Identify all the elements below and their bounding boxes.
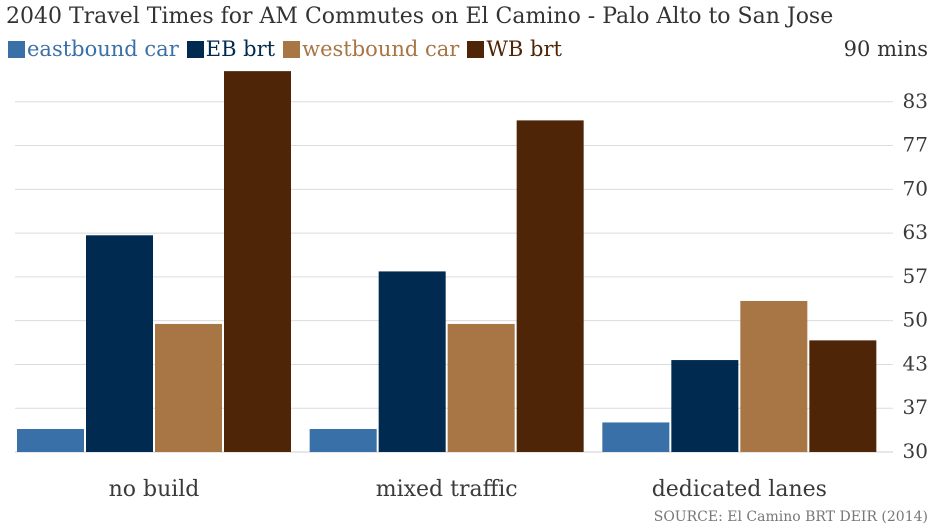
bar-mixed-traffic-wb-brt	[516, 120, 584, 452]
y-tick-label: 30	[903, 439, 928, 463]
legend-label-eb-brt: EB brt	[205, 37, 276, 61]
y-tick-label: 83	[903, 89, 928, 113]
bar-dedicated-lanes-wb-brt	[809, 340, 877, 452]
bar-no-build-westbound-car	[155, 323, 222, 452]
x-tick-label: dedicated lanes	[652, 477, 827, 502]
y-axis-unit-label: 90 mins	[843, 37, 928, 61]
legend: eastbound car EB brt westbound car WB br…	[8, 36, 570, 62]
bar-dedicated-lanes-westbound-car	[740, 300, 808, 452]
bar-mixed-traffic-eastbound-car	[309, 429, 377, 452]
bar-no-build-eb-brt	[86, 235, 153, 452]
y-tick-label: 77	[903, 133, 928, 157]
legend-item-eb-brt: EB brt	[186, 36, 276, 62]
legend-swatch-eb-brt	[186, 40, 204, 58]
legend-label-westbound-car: westbound car	[302, 37, 460, 61]
legend-item-eastbound-car: eastbound car	[8, 36, 179, 62]
x-tick-label: mixed traffic	[376, 477, 518, 502]
legend-swatch-eastbound-car	[8, 40, 25, 58]
chart-title: 2040 Travel Times for AM Commutes on El …	[6, 4, 834, 29]
bar-no-build-eastbound-car	[17, 429, 84, 452]
y-tick-label: 50	[903, 308, 928, 332]
legend-item-wb-brt: WB brt	[467, 36, 562, 62]
x-tick-label: no build	[109, 477, 200, 502]
bar-no-build-wb-brt	[224, 71, 291, 452]
y-tick-label: 63	[903, 220, 928, 244]
legend-label-eastbound-car: eastbound car	[27, 37, 179, 61]
source-note: SOURCE: El Camino BRT DEIR (2014)	[653, 509, 928, 525]
legend-label-wb-brt: WB brt	[486, 37, 562, 61]
y-tick-label: 70	[903, 176, 928, 200]
legend-swatch-westbound-car	[283, 40, 301, 58]
bar-mixed-traffic-eb-brt	[378, 271, 446, 452]
y-tick-label: 43	[903, 351, 928, 375]
y-tick-label: 57	[903, 264, 928, 288]
legend-item-westbound-car: westbound car	[283, 36, 459, 62]
bar-mixed-traffic-westbound-car	[447, 323, 515, 452]
legend-swatch-wb-brt	[467, 40, 485, 58]
bar-dedicated-lanes-eastbound-car	[602, 422, 670, 452]
bar-dedicated-lanes-eb-brt	[671, 360, 739, 452]
y-tick-label: 37	[903, 395, 928, 419]
